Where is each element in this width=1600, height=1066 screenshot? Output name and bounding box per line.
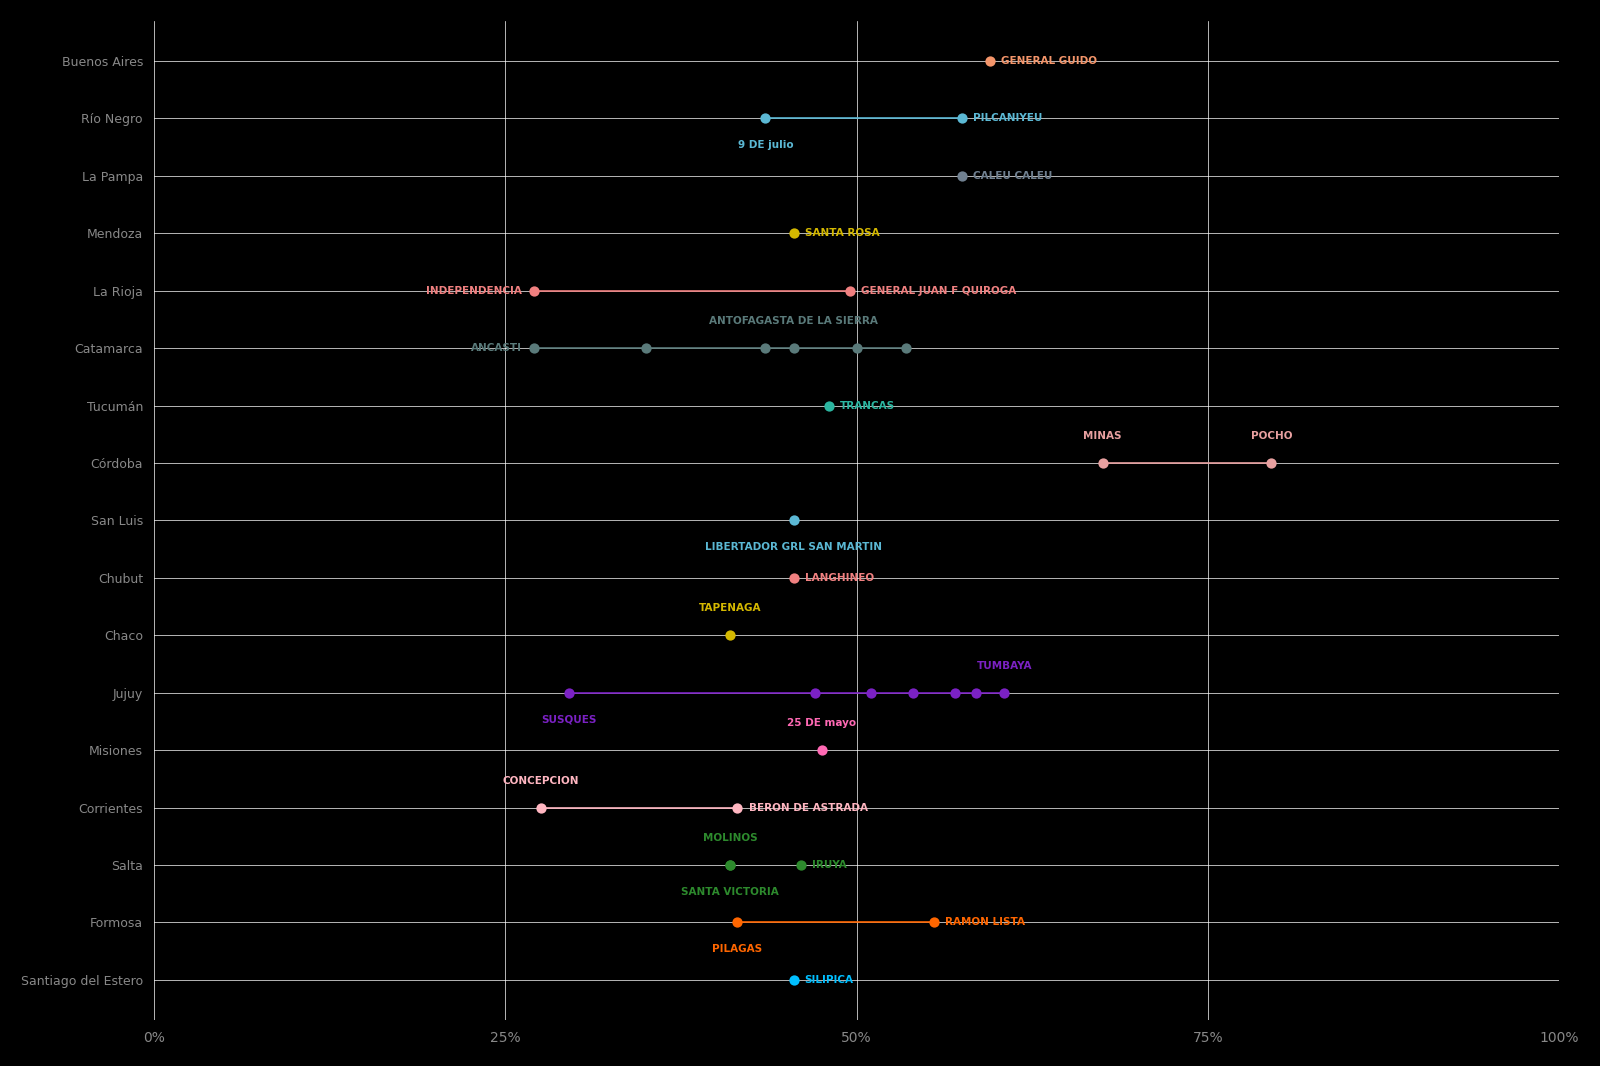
Point bbox=[816, 397, 842, 414]
Point bbox=[752, 340, 778, 357]
Point bbox=[837, 282, 862, 300]
Text: SANTA ROSA: SANTA ROSA bbox=[805, 228, 880, 239]
Text: MINAS: MINAS bbox=[1083, 431, 1122, 441]
Point bbox=[992, 684, 1018, 701]
Text: ANCASTI: ANCASTI bbox=[472, 343, 522, 353]
Point bbox=[858, 684, 883, 701]
Text: SILIPICA: SILIPICA bbox=[805, 974, 854, 985]
Point bbox=[717, 856, 742, 873]
Point bbox=[717, 627, 742, 644]
Point bbox=[922, 914, 947, 931]
Text: TUMBAYA: TUMBAYA bbox=[976, 661, 1032, 671]
Point bbox=[978, 52, 1003, 69]
Text: LANGHINEO: LANGHINEO bbox=[805, 572, 874, 583]
Text: RAMON LISTA: RAMON LISTA bbox=[946, 918, 1026, 927]
Text: MOLINOS: MOLINOS bbox=[702, 834, 757, 843]
Text: GENERAL GUIDO: GENERAL GUIDO bbox=[1002, 56, 1098, 66]
Point bbox=[634, 340, 659, 357]
Point bbox=[893, 340, 918, 357]
Point bbox=[781, 512, 806, 529]
Point bbox=[1259, 454, 1285, 471]
Text: ANTOFAGASTA DE LA SIERRA: ANTOFAGASTA DE LA SIERRA bbox=[709, 317, 878, 326]
Text: TAPENAGA: TAPENAGA bbox=[699, 603, 762, 613]
Point bbox=[787, 856, 813, 873]
Point bbox=[802, 684, 827, 701]
Text: SANTA VICTORIA: SANTA VICTORIA bbox=[682, 887, 779, 897]
Point bbox=[752, 110, 778, 127]
Point bbox=[781, 971, 806, 988]
Point bbox=[810, 742, 835, 759]
Text: INDEPENDENCIA: INDEPENDENCIA bbox=[426, 286, 522, 295]
Text: BERON DE ASTRADA: BERON DE ASTRADA bbox=[749, 803, 867, 812]
Text: 9 DE julio: 9 DE julio bbox=[738, 141, 794, 150]
Point bbox=[520, 282, 546, 300]
Point bbox=[781, 340, 806, 357]
Text: CONCEPCION: CONCEPCION bbox=[502, 776, 579, 786]
Point bbox=[949, 167, 974, 184]
Point bbox=[725, 914, 750, 931]
Point bbox=[555, 684, 581, 701]
Point bbox=[949, 110, 974, 127]
Text: PILAGAS: PILAGAS bbox=[712, 944, 762, 954]
Point bbox=[901, 684, 926, 701]
Text: LIBERTADOR GRL SAN MARTIN: LIBERTADOR GRL SAN MARTIN bbox=[706, 543, 882, 552]
Text: POCHO: POCHO bbox=[1251, 431, 1293, 441]
Text: SUSQUES: SUSQUES bbox=[541, 714, 597, 725]
Text: GENERAL JUAN F QUIROGA: GENERAL JUAN F QUIROGA bbox=[861, 286, 1016, 295]
Point bbox=[1090, 454, 1115, 471]
Point bbox=[942, 684, 968, 701]
Point bbox=[725, 800, 750, 817]
Point bbox=[717, 856, 742, 873]
Point bbox=[843, 340, 869, 357]
Text: CALEU CALEU: CALEU CALEU bbox=[973, 171, 1053, 181]
Point bbox=[781, 569, 806, 586]
Point bbox=[963, 684, 989, 701]
Text: 25 DE mayo: 25 DE mayo bbox=[787, 718, 856, 728]
Point bbox=[520, 340, 546, 357]
Text: IRUYA: IRUYA bbox=[811, 860, 846, 870]
Point bbox=[781, 225, 806, 242]
Text: PILCANIYEU: PILCANIYEU bbox=[973, 113, 1043, 124]
Text: TRANCAS: TRANCAS bbox=[840, 401, 894, 410]
Point bbox=[528, 800, 554, 817]
